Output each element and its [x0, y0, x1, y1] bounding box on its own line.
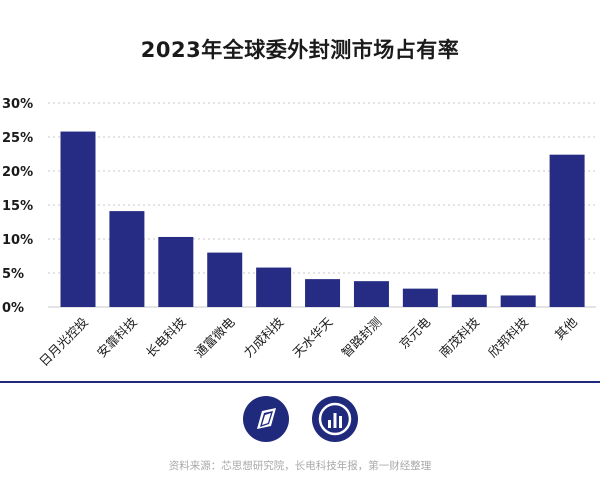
bar-chart: 0% 5% 10% 15% 20% 25% 30% 日月光控投 安靠科技 长电科技 通富微电 力成科技… — [2, 97, 596, 369]
x-tick-label: 智路封测 — [338, 314, 384, 360]
chart-logo-icon — [312, 396, 358, 442]
y-tick-label: 0% — [2, 301, 24, 316]
publisher-logo-icon — [243, 396, 289, 442]
chart-title: 2023年全球委外封测市场占有率 — [140, 38, 460, 62]
x-tick-label: 天水华天 — [289, 314, 335, 360]
divider — [0, 381, 600, 383]
x-tick-label: 日月光控投 — [36, 314, 91, 369]
bar-1 — [60, 131, 96, 307]
x-tick-label: 长电科技 — [143, 314, 189, 360]
bar-8 — [402, 288, 438, 307]
x-tick-label: 其他 — [552, 314, 581, 343]
y-tick-label: 25% — [2, 131, 33, 146]
x-tick-label: 通富微电 — [192, 314, 238, 360]
y-tick-label: 30% — [2, 97, 33, 112]
bar-11 — [549, 154, 585, 307]
x-tick-label: 南茂科技 — [436, 314, 482, 360]
bar-7 — [353, 281, 389, 307]
source-note: 资料来源：芯思想研究院，长电科技年报，第一财经整理 — [168, 460, 432, 472]
y-tick-label: 5% — [2, 267, 24, 282]
bar-5 — [256, 267, 292, 307]
x-tick-label: 欣邦科技 — [485, 314, 531, 360]
x-tick-label: 安靠科技 — [94, 314, 140, 360]
bar-2 — [109, 211, 145, 307]
x-tick-label: 京元电 — [396, 314, 433, 351]
bar-9 — [451, 294, 487, 307]
bar-10 — [500, 295, 536, 307]
y-tick-label: 20% — [2, 165, 33, 180]
x-tick-label: 力成科技 — [241, 314, 287, 360]
bar-3 — [158, 236, 194, 307]
y-tick-label: 10% — [2, 233, 33, 248]
bar-4 — [207, 252, 243, 307]
bar-6 — [305, 279, 341, 307]
y-tick-label: 15% — [2, 199, 33, 214]
